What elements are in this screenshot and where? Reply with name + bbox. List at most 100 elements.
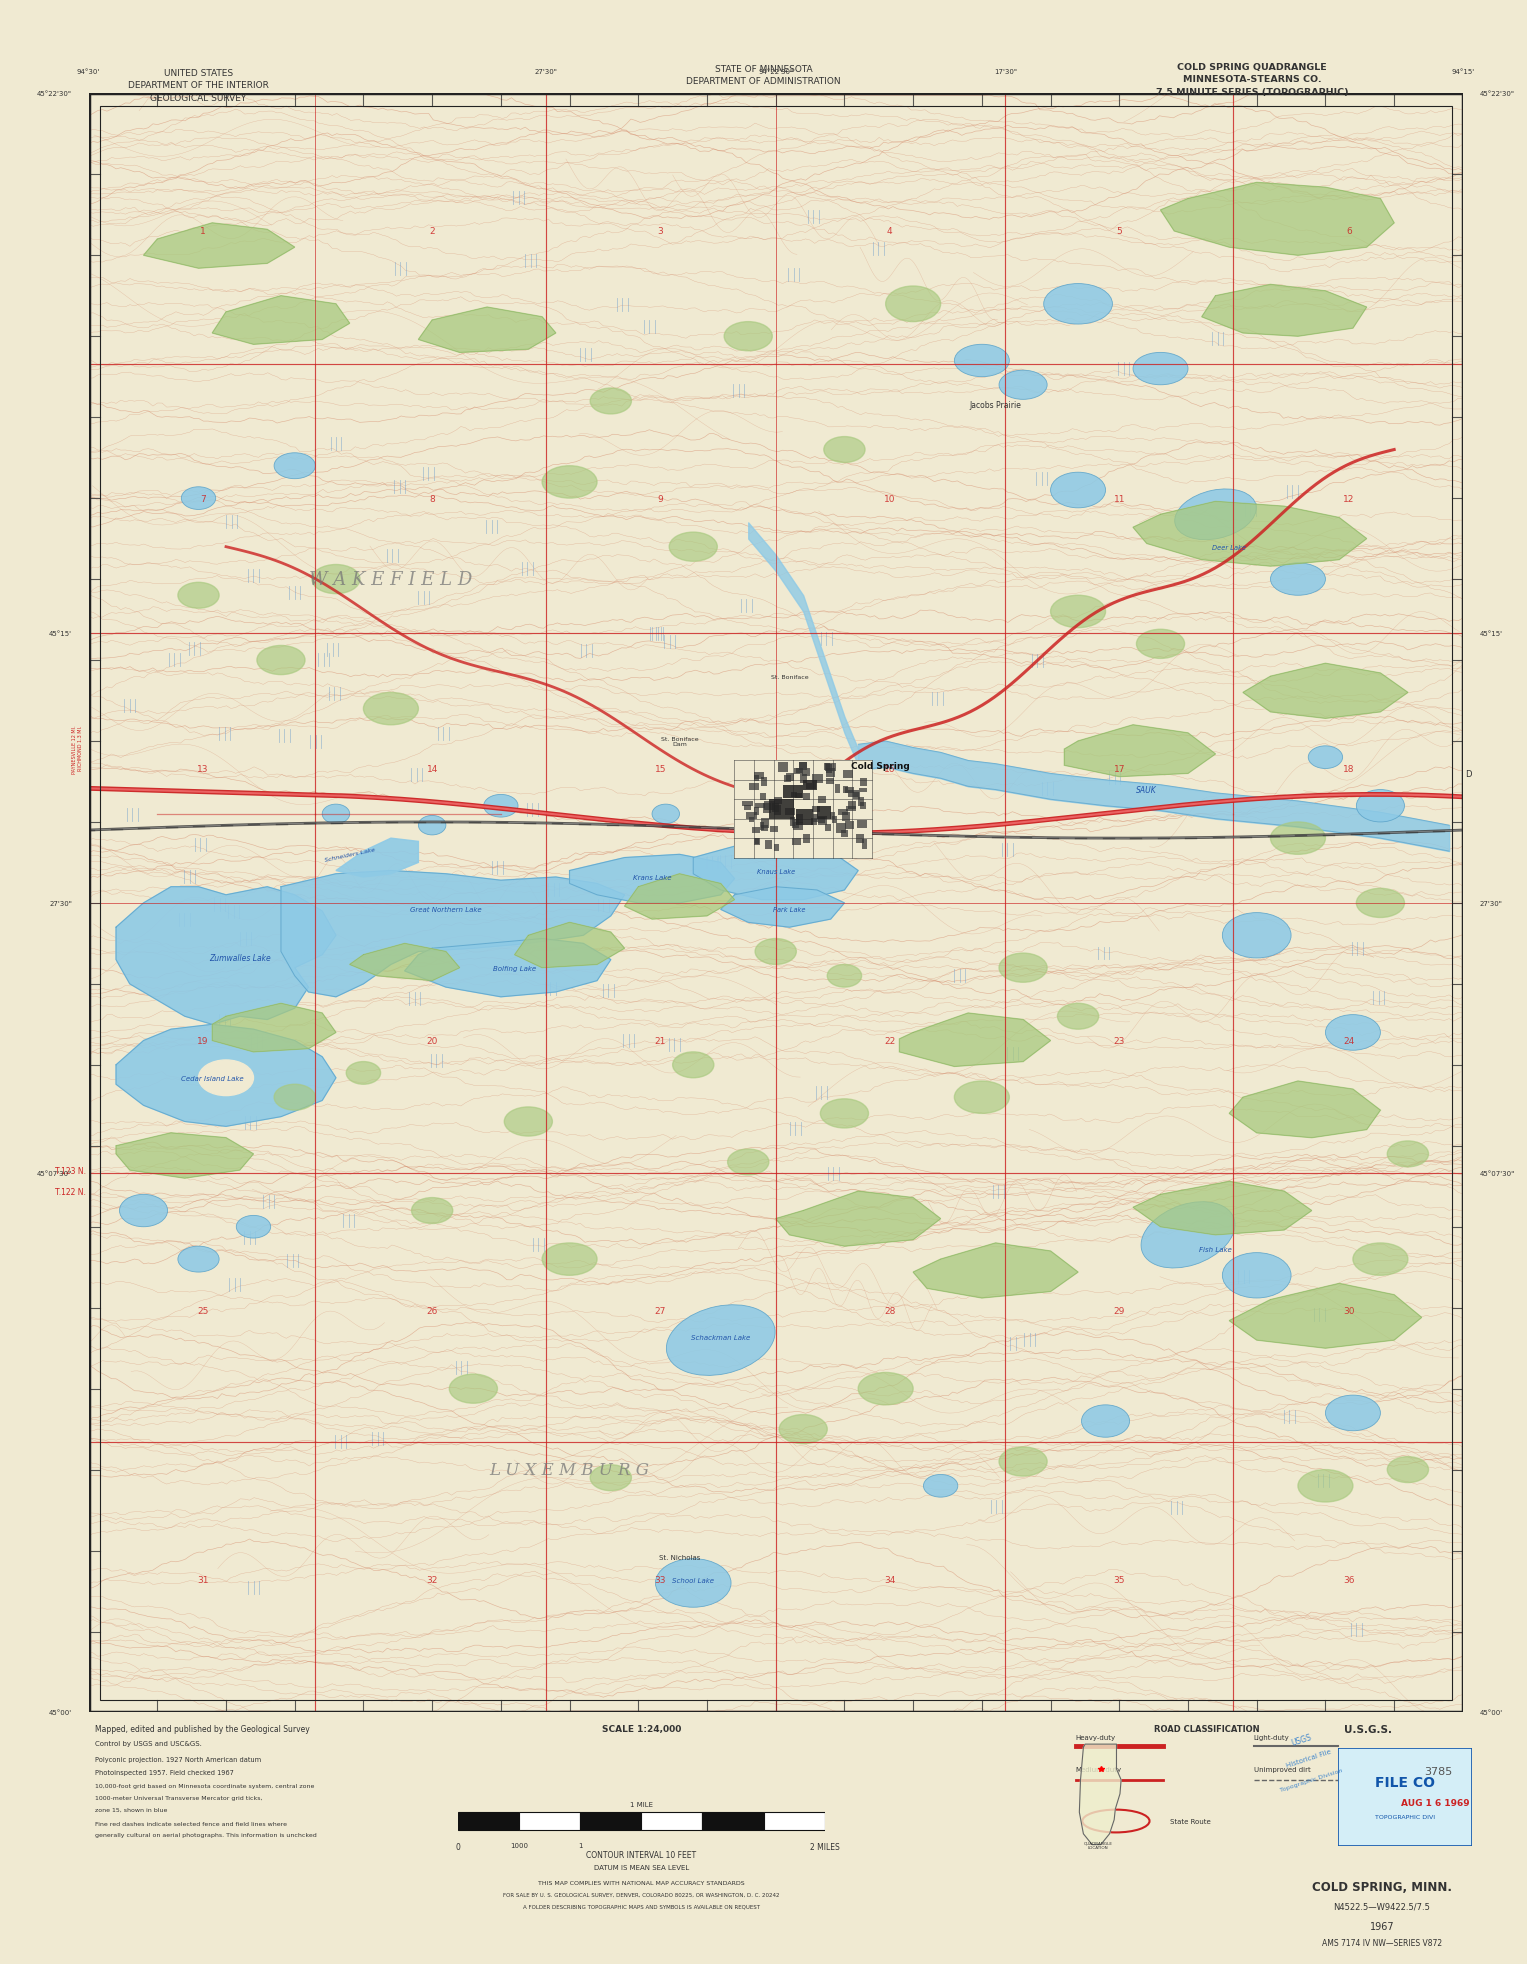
Text: 28: 28	[884, 1306, 895, 1316]
Bar	[744, 805, 751, 811]
Text: TOPOGRAPHIC DIVI: TOPOGRAPHIC DIVI	[1374, 1815, 1435, 1819]
Bar	[800, 776, 808, 784]
Polygon shape	[721, 888, 844, 927]
Bar	[812, 807, 820, 813]
Ellipse shape	[363, 693, 418, 725]
Text: Deer Lake: Deer Lake	[1212, 544, 1246, 550]
Text: T.123 N.: T.123 N.	[55, 1167, 86, 1174]
Text: 25: 25	[197, 1306, 208, 1316]
Ellipse shape	[312, 566, 360, 595]
Bar	[770, 827, 779, 833]
Text: 45°07'30": 45°07'30"	[1480, 1171, 1515, 1176]
Text: 1000-meter Universal Transverse Mercator grid ticks,: 1000-meter Universal Transverse Mercator…	[95, 1795, 263, 1801]
Text: 17'30": 17'30"	[994, 69, 1017, 75]
Text: COLD SPRING QUADRANGLE
MINNESOTA-STEARNS CO.
7.5 MINUTE SERIES (TOPOGRAPHIC): COLD SPRING QUADRANGLE MINNESOTA-STEARNS…	[1156, 63, 1348, 96]
Bar	[793, 823, 803, 831]
Text: AUG 1 6 1969: AUG 1 6 1969	[1402, 1799, 1469, 1807]
Text: 45°22'30": 45°22'30"	[37, 90, 72, 98]
Bar	[812, 815, 818, 823]
Ellipse shape	[655, 1559, 731, 1607]
Text: 1 MILE: 1 MILE	[629, 1801, 654, 1807]
Text: Control by USGS and USC&GS.: Control by USGS and USC&GS.	[95, 1740, 202, 1746]
Text: N4522.5—W9422.5/7.5: N4522.5—W9422.5/7.5	[1333, 1901, 1431, 1911]
Bar	[841, 831, 849, 837]
Text: 32: 32	[426, 1575, 438, 1585]
Bar	[765, 841, 773, 850]
Bar	[458, 1813, 519, 1830]
Text: 94°15': 94°15'	[1451, 69, 1475, 75]
Text: 10: 10	[884, 495, 895, 503]
Bar	[826, 778, 834, 784]
Ellipse shape	[1057, 1004, 1098, 1029]
Ellipse shape	[1356, 890, 1405, 917]
Bar	[844, 821, 855, 829]
Text: 11: 11	[1113, 495, 1125, 503]
Polygon shape	[570, 854, 734, 903]
Text: 34: 34	[884, 1575, 895, 1585]
Bar	[843, 786, 849, 793]
Ellipse shape	[1174, 489, 1257, 540]
Polygon shape	[1229, 1082, 1380, 1137]
Ellipse shape	[257, 646, 305, 676]
Text: Mapped, edited and published by the Geological Survey: Mapped, edited and published by the Geol…	[95, 1724, 310, 1734]
Ellipse shape	[727, 1149, 770, 1174]
Text: 2: 2	[429, 228, 435, 236]
Text: 94°30': 94°30'	[76, 69, 101, 75]
Bar	[825, 764, 829, 770]
Text: Medium-duty: Medium-duty	[1075, 1766, 1122, 1772]
Polygon shape	[1202, 285, 1367, 338]
Bar	[794, 770, 803, 774]
Bar	[793, 839, 800, 846]
Text: Fine red dashes indicate selected fence and field lines where: Fine red dashes indicate selected fence …	[95, 1821, 287, 1827]
Ellipse shape	[1133, 354, 1188, 385]
Bar	[754, 807, 759, 815]
Bar	[734, 760, 872, 858]
Text: 13: 13	[197, 764, 208, 774]
Bar	[771, 803, 779, 813]
Bar	[860, 801, 866, 809]
Bar	[831, 813, 835, 821]
Ellipse shape	[449, 1375, 498, 1404]
Ellipse shape	[1081, 1404, 1130, 1438]
Ellipse shape	[828, 964, 861, 988]
Ellipse shape	[119, 1194, 168, 1228]
Text: Zumwalles Lake: Zumwalles Lake	[209, 955, 270, 962]
Ellipse shape	[1136, 630, 1185, 660]
Bar	[760, 823, 764, 831]
Bar	[789, 817, 796, 827]
Text: Schackman Lake: Schackman Lake	[692, 1334, 750, 1339]
Bar	[754, 776, 759, 782]
Bar	[802, 768, 809, 776]
Ellipse shape	[779, 1414, 828, 1444]
Polygon shape	[776, 1192, 941, 1247]
Bar	[791, 793, 797, 797]
Polygon shape	[281, 872, 625, 998]
Polygon shape	[913, 1243, 1078, 1298]
Ellipse shape	[322, 805, 350, 825]
Bar	[785, 809, 796, 815]
Text: 1967: 1967	[1370, 1921, 1394, 1931]
Polygon shape	[625, 874, 734, 919]
Bar	[764, 801, 774, 811]
Ellipse shape	[1309, 746, 1342, 770]
Ellipse shape	[275, 454, 316, 479]
Bar	[838, 809, 847, 817]
Ellipse shape	[724, 322, 773, 352]
Bar	[835, 825, 846, 833]
Bar	[846, 807, 857, 811]
Ellipse shape	[1222, 1253, 1292, 1298]
Bar	[797, 809, 812, 825]
Bar	[641, 1813, 702, 1830]
Text: 16: 16	[884, 764, 895, 774]
Ellipse shape	[1270, 823, 1325, 854]
Text: Park Lake: Park Lake	[773, 907, 806, 913]
Text: Bolfing Lake: Bolfing Lake	[493, 964, 536, 970]
Text: THIS MAP COMPLIES WITH NATIONAL MAP ACCURACY STANDARDS: THIS MAP COMPLIES WITH NATIONAL MAP ACCU…	[538, 1880, 745, 1885]
Text: St. Nicholas: St. Nicholas	[658, 1554, 701, 1559]
Bar	[857, 821, 867, 829]
Ellipse shape	[820, 1100, 869, 1129]
Ellipse shape	[591, 389, 632, 414]
Ellipse shape	[411, 1198, 452, 1224]
Bar	[799, 764, 806, 770]
Text: generally cultural on aerial photographs. This information is unchcked: generally cultural on aerial photographs…	[95, 1832, 316, 1838]
